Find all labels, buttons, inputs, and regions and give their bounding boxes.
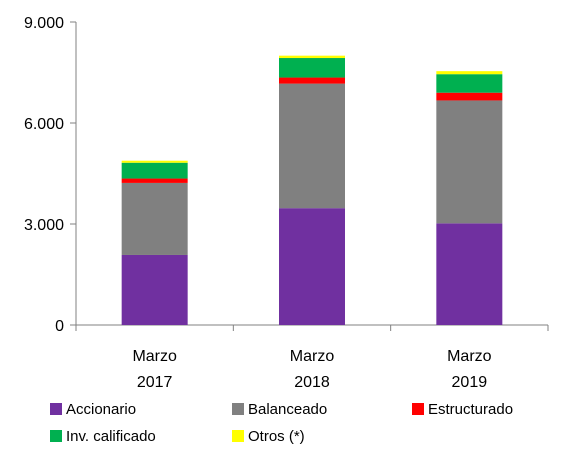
bar-accionario-3 [436,223,503,325]
legend-label-accionario: Accionario [66,401,136,418]
x-category-label: 2019 [452,374,488,391]
legend-swatch-inv-calificado [50,430,62,442]
legend-swatch-balanceado [232,403,244,415]
y-tick-label: 0 [55,318,64,335]
legend: Accionario Balanceado Estructurado Inv. cal… [50,401,513,445]
bar-accionario-2 [279,208,345,325]
legend-label-inv-calificado: Inv. calificado [66,428,156,445]
legend-swatch-estructurado [412,403,424,415]
x-category-label: Marzo [290,348,335,365]
x-category-label: 2017 [137,374,173,391]
y-tick-label: 6.000 [24,116,64,133]
bar-accionario-1 [121,254,188,325]
x-category-label: Marzo [447,348,492,365]
x-axis-labels: Marzo 2017 Marzo 2018 Marzo 2019 [132,348,491,391]
bar-inv-calificado-1 [121,162,188,179]
bar-otros-2 [279,55,345,59]
bar-estructurado-3 [436,92,503,101]
bar-otros-3 [436,71,503,75]
legend-label-estructurado: Estructurado [428,401,513,418]
y-tick-label: 9.000 [24,15,64,32]
bars [121,55,503,325]
x-category-label: Marzo [132,348,177,365]
bar-balanceado-3 [436,100,503,224]
bar-otros-1 [121,160,188,163]
x-category-label: 2018 [294,374,330,391]
legend-label-balanceado: Balanceado [248,401,327,418]
bar-balanceado-1 [121,182,188,255]
bar-inv-calificado-2 [279,58,345,78]
legend-swatch-otros [232,430,244,442]
bar-balanceado-2 [279,83,345,209]
legend-label-otros: Otros (*) [248,428,305,445]
bar-estructurado-1 [121,178,188,183]
bar-inv-calificado-3 [436,74,503,93]
y-tick-label: 3.000 [24,217,64,234]
legend-swatch-accionario [50,403,62,415]
bar-estructurado-2 [279,77,345,84]
